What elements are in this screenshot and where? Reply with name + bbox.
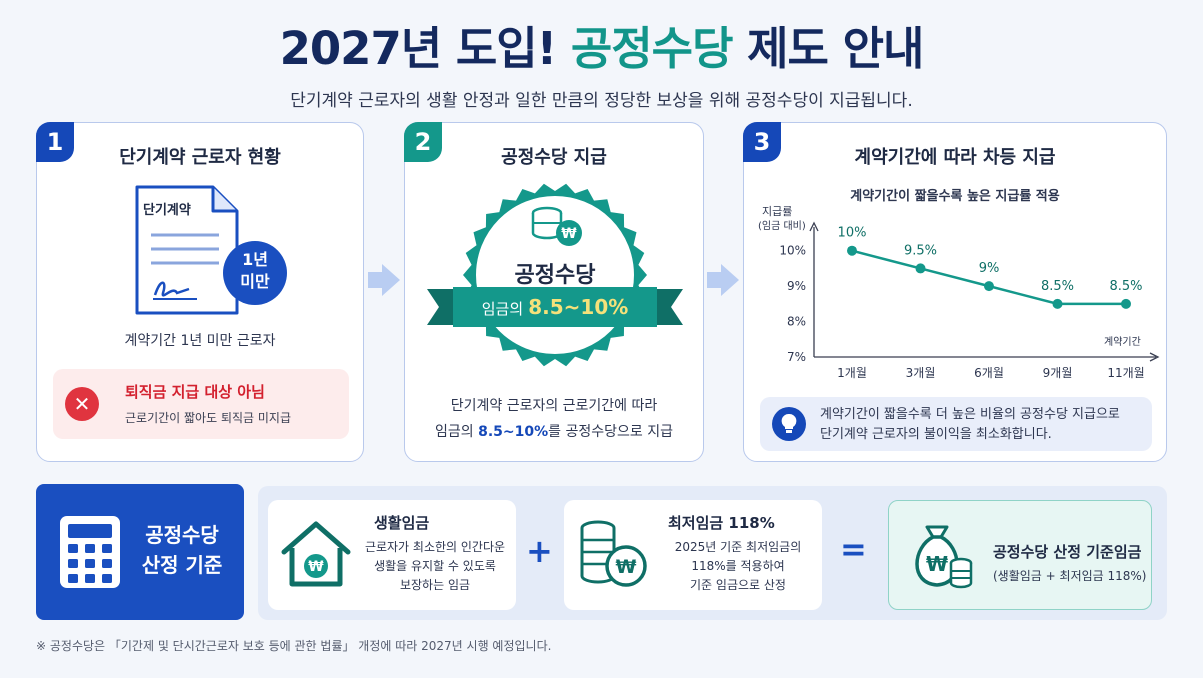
desc-prefix: 임금의 (435, 424, 474, 440)
payment-card: 2 공정수당 지급 ₩ 공정수당 임금의 8.5~10% 단기계약 근로자의 근… (404, 122, 704, 462)
data-label: 10% (838, 226, 867, 241)
series-line (851, 249, 1126, 306)
min-wage-desc: 2025년 기준 최저임금의 118%를 적용하여 기준 임금으로 산정 (660, 538, 816, 595)
x-tick-label: 6개월 (974, 366, 1004, 380)
notice-box: ✕ 퇴직금 지급 대상 아님 근로기간이 짧아도 퇴직금 미지급 (53, 369, 349, 439)
min-wage-title: 최저임금 118% (668, 514, 775, 532)
coins-won-icon: ₩ (580, 520, 647, 587)
criteria-label: 공정수당 산정 기준 (132, 520, 232, 580)
living-wage-line1: 근로자가 최소한의 인간다운 (364, 540, 506, 554)
notice-title: 퇴직금 지급 대상 아님 (125, 383, 265, 401)
base-wage-title: 공정수당 산정 기준임금 (993, 543, 1142, 561)
svg-text:₩: ₩ (561, 226, 577, 242)
step-badge-2: 2 (404, 122, 442, 162)
arrow-right-icon (707, 264, 739, 296)
living-wage-line2: 생활을 유지할 수 있도록 (374, 559, 496, 573)
svg-text:₩: ₩ (616, 556, 637, 578)
tip-line2: 단기계약 근로자의 불이익을 최소화합니다. (820, 427, 1052, 442)
desc-value: 8.5~10% (478, 424, 549, 440)
base-wage-desc: (생활임금 + 최저임금 118%) (993, 569, 1147, 583)
ribbon-prefix: 임금의 (481, 300, 524, 318)
page-subtitle: 단기계약 근로자의 생활 안정과 일한 만큼의 정당한 보상을 위해 공정수당이… (290, 91, 913, 111)
min-wage-line2: 118%를 적용하여 (691, 559, 785, 573)
title-highlight: 공정수당 (570, 22, 734, 75)
seal-badge: ₩ 공정수당 임금의 8.5~10% (425, 177, 685, 373)
min-wage-line3: 기준 임금으로 산정 (690, 578, 786, 592)
title-prefix: 2027년 도입! (279, 22, 558, 75)
y-tick-label: 8% (787, 315, 806, 329)
duration-circle-line1: 1년 (242, 250, 268, 269)
desc-suffix: 를 공정수당으로 지급 (548, 424, 673, 440)
data-label: 9.5% (904, 243, 937, 258)
living-wage-desc: 근로자가 최소한의 인간다운 생활을 유지할 수 있도록 보장하는 임금 (360, 538, 510, 595)
plus-sign: + (526, 532, 553, 570)
base-wage-box: ₩ 공정수당 산정 기준임금 (생활임금 + 최저임금 118%) (888, 500, 1152, 610)
data-point (1052, 298, 1063, 309)
arrow-right-icon (368, 264, 400, 296)
x-tick-label: 1개월 (837, 366, 867, 380)
lightbulb-icon (772, 407, 806, 441)
footnote: ※ 공정수당은 「기간제 및 단시간근로자 보호 등에 관한 법률」 개정에 따… (36, 639, 552, 653)
living-wage-box: ₩ 생활임금 근로자가 최소한의 인간다운 생활을 유지할 수 있도록 보장하는… (268, 500, 516, 610)
y-tick-label: 9% (787, 279, 806, 293)
x-axis-label: 계약기간 (1104, 336, 1141, 348)
rate-card: 3 계약기간에 따라 차등 지급 계약기간이 짧을수록 높은 지급률 적용 지급… (743, 122, 1167, 462)
ribbon-value: 8.5~10% (528, 295, 629, 319)
y-tick-label: 10% (779, 244, 806, 258)
tip-line1: 계약기간이 짧을수록 더 높은 비율의 공정수당 지급으로 (820, 407, 1120, 422)
house-won-icon: ₩ (281, 521, 351, 587)
rate-card-title: 계약기간에 따라 차등 지급 (854, 147, 1056, 168)
notice-text: 근로기간이 짧아도 퇴직금 미지급 (125, 411, 292, 425)
coin-stack-icon: ₩ (531, 206, 582, 246)
y-tick-label: 7% (787, 350, 806, 364)
criteria-label-block: 공정수당 산정 기준 (36, 484, 244, 620)
tip-text: 계약기간이 짧을수록 더 높은 비율의 공정수당 지급으로 단기계약 근로자의 … (820, 405, 1120, 445)
payment-card-title: 공정수당 지급 (501, 147, 607, 168)
data-point (915, 263, 926, 274)
rate-line-chart: 지급률 (임금 대비) 계약기간 10% 9% 8% 7% 1개월 3개월 6개월 9개월 11… (758, 205, 1160, 380)
doc-label: 단기계약 (143, 203, 191, 218)
min-wage-line1: 2025년 기준 최저임금의 (674, 540, 802, 554)
chart-title: 계약기간이 짧을수록 높은 지급률 적용 (850, 189, 1060, 204)
contract-document-icon: 단기계약 1년 미만 (133, 185, 293, 315)
data-point (984, 281, 994, 292)
x-tick-label: 11개월 (1107, 366, 1144, 380)
x-icon: ✕ (65, 387, 99, 421)
calculator-icon (60, 516, 120, 588)
equals-sign: = (840, 530, 867, 568)
step-badge-3: 3 (743, 122, 781, 162)
data-label: 9% (979, 261, 1000, 276)
title-suffix: 제도 안내 (747, 22, 924, 75)
status-caption: 계약기간 1년 미만 근로자 (124, 333, 276, 349)
data-label: 8.5% (1109, 279, 1142, 294)
criteria-label-line1: 공정수당 (145, 523, 219, 547)
living-wage-line3: 보장하는 임금 (399, 578, 471, 592)
duration-circle-line2: 미만 (240, 272, 270, 291)
status-card-title: 단기계약 근로자 현황 (119, 147, 281, 168)
page-title: 2027년 도입! 공정수당 제도 안내 (0, 12, 1203, 77)
ribbon: 임금의 8.5~10% (425, 295, 685, 319)
data-point (847, 245, 857, 256)
data-label: 8.5% (1041, 279, 1074, 294)
living-wage-title: 생활임금 (374, 514, 430, 532)
svg-text:₩: ₩ (308, 559, 324, 575)
data-point (1121, 298, 1131, 309)
step-badge-1: 1 (36, 122, 74, 162)
status-card: 1 단기계약 근로자 현황 단기계약 1년 미만 계약기간 1년 미만 근로자 … (36, 122, 364, 462)
payment-desc-line2: 임금의 8.5~10%를 공정수당으로 지급 (405, 419, 703, 445)
x-tick-label: 3개월 (906, 366, 936, 380)
y-axis-label-2: (임금 대비) (758, 219, 806, 232)
duration-circle: 1년 미만 (223, 249, 287, 293)
x-tick-label: 9개월 (1043, 366, 1073, 380)
min-wage-box: ₩ 최저임금 118% 2025년 기준 최저임금의 118%를 적용하여 기준… (564, 500, 822, 610)
payment-description: 단기계약 근로자의 근로기간에 따라 임금의 8.5~10%를 공정수당으로 지… (405, 393, 703, 445)
tip-box: 계약기간이 짧을수록 더 높은 비율의 공정수당 지급으로 단기계약 근로자의 … (760, 397, 1152, 451)
y-axis-label-1: 지급률 (762, 205, 792, 218)
money-bag-icon: ₩ (915, 525, 973, 589)
svg-text:₩: ₩ (926, 552, 948, 576)
criteria-label-line2: 산정 기준 (141, 553, 223, 577)
payment-desc-line1: 단기계약 근로자의 근로기간에 따라 (450, 398, 658, 414)
seal-title: 공정수당 (514, 263, 596, 288)
